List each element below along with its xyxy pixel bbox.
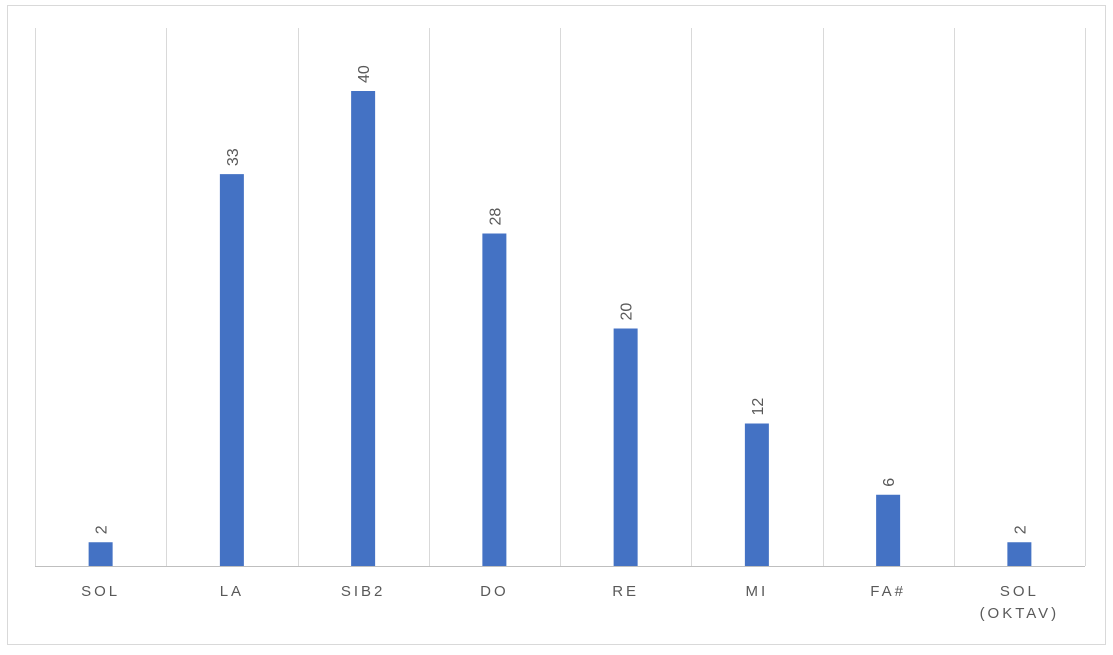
x-tick-label-line: RE — [612, 583, 639, 600]
bar — [219, 174, 244, 566]
data-label: 28 — [487, 208, 504, 226]
x-tick-label: DO — [480, 583, 509, 600]
data-label: 12 — [750, 398, 767, 416]
x-tick-label-line: SOL — [1000, 583, 1039, 600]
x-tick-label-line: SIB2 — [341, 583, 386, 600]
x-tick-label: RE — [612, 583, 639, 600]
x-tick-label-line: LA — [220, 583, 244, 600]
bar — [88, 542, 113, 566]
bar — [1007, 542, 1032, 566]
x-tick-label-line: FA# — [870, 583, 906, 600]
x-tick-label-line: (OKTAV) — [980, 605, 1060, 622]
data-label: 20 — [619, 303, 636, 321]
data-label: 6 — [881, 478, 898, 487]
bar — [613, 328, 638, 566]
data-label: 2 — [94, 525, 111, 534]
x-tick-labels: SOL LA SIB2 DO RE MI FA# SOL (OKTAV) — [81, 583, 1060, 622]
x-tick-label: SOL — [81, 583, 120, 600]
bars — [88, 91, 1032, 566]
x-tick-label: FA# — [870, 583, 906, 600]
data-label: 40 — [356, 65, 373, 83]
x-tick-label: SOL (OKTAV) — [980, 583, 1060, 622]
x-tick-label: LA — [220, 583, 244, 600]
x-tick-label-line: DO — [480, 583, 509, 600]
grid-lines — [35, 28, 1086, 566]
chart-border — [7, 5, 1106, 645]
x-tick-label: SIB2 — [341, 583, 386, 600]
x-tick-label-line: MI — [746, 583, 769, 600]
bar — [482, 233, 507, 566]
data-label: 2 — [1012, 525, 1029, 534]
x-tick-label-line: SOL — [81, 583, 120, 600]
x-tick-label: MI — [746, 583, 769, 600]
bar — [744, 423, 769, 566]
bar — [351, 91, 376, 566]
data-label: 33 — [225, 148, 242, 166]
data-labels: 2 33 40 28 20 12 6 2 — [94, 65, 1030, 534]
bar — [876, 494, 901, 566]
